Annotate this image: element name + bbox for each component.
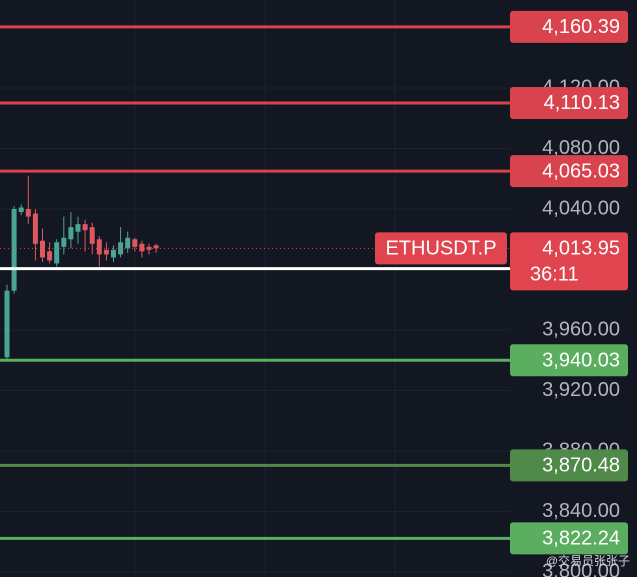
level-label-box <box>510 449 628 482</box>
candle-body <box>25 209 31 217</box>
candle-body <box>132 239 138 247</box>
candle-body <box>125 237 131 249</box>
last-price-label: 4,013.95 <box>542 238 620 260</box>
y-tick-label: 4,040.00 <box>542 197 620 219</box>
level-label: 3,870.48 <box>542 455 620 477</box>
y-tick-label: 4,080.00 <box>542 137 620 159</box>
candle-body <box>139 243 145 252</box>
level-label: 3,940.03 <box>542 350 620 372</box>
candle-body <box>11 209 17 291</box>
candle-body <box>111 249 116 258</box>
grid <box>0 87 510 573</box>
candle-body <box>103 249 109 255</box>
y-tick-label: 3,800.00 <box>542 560 620 577</box>
candle-body <box>61 237 67 247</box>
y-tick-label: 3,840.00 <box>542 500 620 522</box>
candle-body <box>54 242 60 264</box>
level-label-box <box>510 522 628 555</box>
countdown-label: 36:11 <box>530 264 579 286</box>
candle-body <box>32 213 38 244</box>
candle-body <box>96 239 102 255</box>
candle-body <box>68 227 74 240</box>
level-label-box <box>510 344 628 377</box>
candle-body <box>4 290 10 358</box>
level-label: 4,065.03 <box>542 160 620 182</box>
candles <box>4 175 159 361</box>
candle-body <box>47 251 53 261</box>
y-tick-label: 3,920.00 <box>542 379 620 401</box>
level-label: 4,110.13 <box>544 92 620 114</box>
candle-body <box>89 227 95 244</box>
level-label-box <box>510 10 628 43</box>
y-axis: 3,800.003,840.003,880.003,920.003,960.00… <box>542 76 620 577</box>
watermark: @交易员张张子 <box>546 553 630 568</box>
symbol-label: ETHUSDT.P <box>385 238 496 260</box>
last-price-box <box>510 232 628 291</box>
level-label-box <box>510 155 628 188</box>
candle-body <box>82 224 88 231</box>
level-label: 4,160.39 <box>542 16 620 38</box>
level-label-box <box>510 86 628 119</box>
level-label: 3,822.24 <box>542 528 620 550</box>
candle-body <box>40 240 45 258</box>
candle-body <box>153 245 159 249</box>
candle-body <box>75 224 81 232</box>
candle-body <box>18 207 24 213</box>
y-tick-label: 3,960.00 <box>542 318 620 340</box>
levels: 4,160.394,110.134,065.034,000.593,940.03… <box>0 10 628 555</box>
symbol-box <box>375 232 507 265</box>
